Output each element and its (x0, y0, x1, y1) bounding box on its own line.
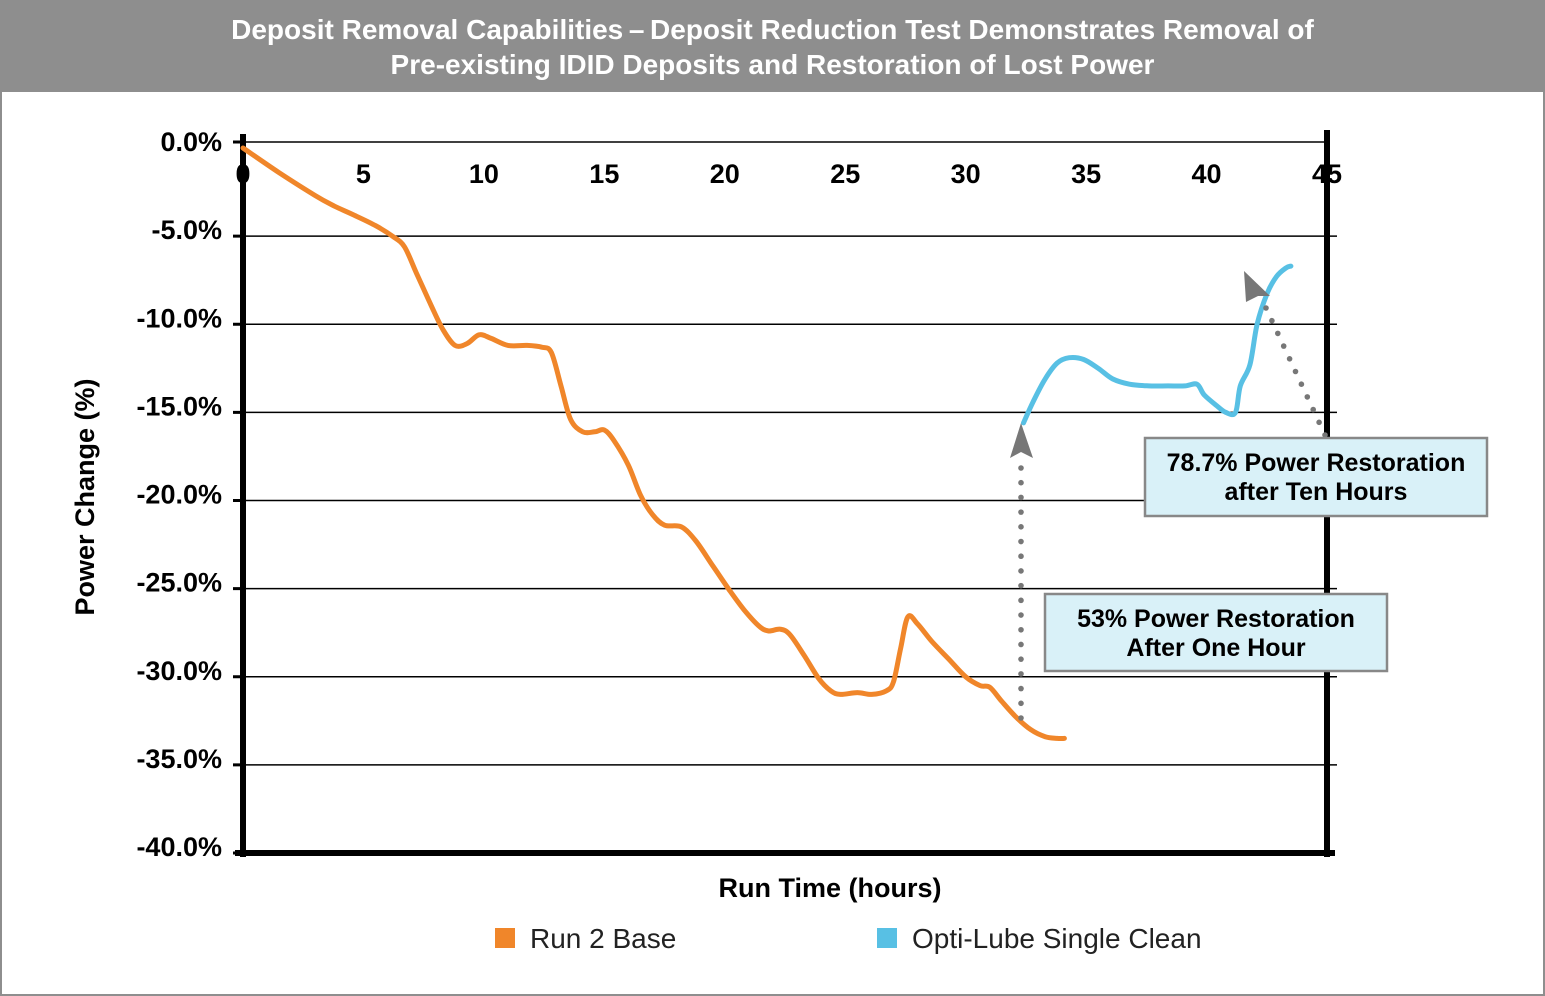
arrow-ten-hours-dots-dot-10 (1263, 305, 1269, 311)
y-tick-label-0: 0.0% (160, 127, 222, 157)
arrow-ten-hours-dots-dot-9 (1269, 317, 1275, 324)
x-tick-label-6: 30 (951, 159, 981, 189)
callout-one-hour-box (1043, 592, 1389, 673)
arrow-one-hour-dots-dot-11 (1018, 553, 1024, 560)
x-tick-label-5: 25 (830, 159, 860, 189)
arrow-one-hour-dots-dot-7 (1018, 612, 1024, 618)
series-line-opti-lube (1021, 263, 1294, 426)
arrow-one-hour-dots-dot-5 (1018, 641, 1024, 648)
arrow-one-hour-dots-dot-6 (1018, 626, 1024, 633)
callout-ten-hours-line-0: 78.7% Power Restoration (1167, 449, 1466, 477)
x-axis-title: Run Time (hours) (718, 873, 941, 903)
callout-ten-hours-box (1143, 436, 1489, 518)
y-tick-label-7: -35.0% (136, 744, 222, 774)
arrow-ten-hours-dots (1263, 305, 1328, 438)
arrow-one-hour-dots-dot-2 (1018, 685, 1024, 692)
arrow-ten-hours-head (1244, 271, 1270, 302)
callout-one-hour-line-0: 53% Power Restoration (1077, 605, 1355, 633)
x-tick-label-0: 0 (235, 159, 250, 189)
legend-swatch-opti-lube (877, 928, 897, 948)
callout-ten-hours-line-1: after Ten Hours (1225, 478, 1408, 506)
callout-one-hour-line-1: After One Hour (1126, 634, 1305, 662)
y-tick-label-5: -25.0% (136, 568, 222, 598)
arrow-one-hour-dots-dot-1 (1018, 700, 1024, 707)
arrow-ten-hours-dots-dot-3 (1304, 394, 1311, 400)
y-tick-label-1: -5.0% (151, 215, 222, 245)
x-tick-label-7: 35 (1071, 159, 1101, 189)
arrow-one-hour-head (1010, 423, 1033, 458)
series-lines (240, 145, 1294, 742)
arrow-ten-hours-dots-dot-0 (1322, 432, 1328, 438)
series-line-run-2-base (240, 145, 1067, 742)
legend-swatch-run-2-base (495, 928, 515, 948)
chart-title-line-1: Deposit Removal Capabilities – Deposit R… (231, 14, 1314, 45)
arrow-ten-hours-dots-dot-8 (1275, 330, 1281, 337)
arrow-one-hour-dots-dot-8 (1018, 597, 1024, 604)
arrow-one-hour-dots-dot-4 (1018, 656, 1024, 662)
arrow-one-hour-dots-dot-12 (1018, 538, 1024, 545)
y-tick-labels: 0.0% -5.0% -10.0% -15.0% -20.0% -25.0% -30.0% -… (136, 127, 222, 862)
y-tick-label-8: -40.0% (136, 832, 222, 862)
chart-title-line-2: Pre-existing IDID Deposits and Restorati… (390, 49, 1155, 80)
arrow-ten-hours-dots-dot-4 (1298, 381, 1305, 388)
arrow-ten-hours-dots-dot-1 (1316, 419, 1322, 426)
arrow-ten-hours-dots-dot-2 (1310, 406, 1316, 413)
arrow-ten-hours-dots-dot-5 (1292, 368, 1299, 375)
x-tick-label-3: 15 (589, 159, 619, 189)
arrow-ten-hours-dots-dot-7 (1280, 343, 1287, 349)
x-tick-label-4: 20 (710, 159, 740, 189)
arrow-one-hour-dots-dot-15 (1018, 494, 1024, 501)
legend: Run 2 Base Opti-Lube Single Clean (495, 923, 1202, 954)
annotation-arrows (1010, 271, 1328, 721)
arrow-one-hour-dots-dot-17 (1018, 465, 1024, 471)
arrow-one-hour-dots-dot-14 (1018, 509, 1024, 515)
arrow-ten-hours-dots-dot-6 (1286, 356, 1293, 362)
x-tick-label-1: 5 (356, 159, 371, 189)
x-tick-label-8: 40 (1192, 159, 1222, 189)
gridlines (243, 235, 1337, 766)
arrow-one-hour-dots-dot-3 (1018, 671, 1024, 677)
chart-title: Deposit Removal Capabilities – Deposit R… (2, 2, 1543, 92)
legend-label-run-2-base: Run 2 Base (530, 923, 676, 954)
arrow-one-hour-dots-dot-16 (1018, 479, 1024, 486)
y-tick-label-2: -10.0% (136, 303, 222, 333)
x-tick-labels: 0 5 10 15 20 25 30 35 40 45 (235, 159, 1342, 189)
y-tick-label-6: -30.0% (136, 656, 222, 686)
arrow-one-hour-dots-dot-13 (1018, 524, 1024, 530)
arrow-one-hour-dots (1018, 465, 1024, 721)
x-tick-label-2: 10 (469, 159, 499, 189)
arrow-one-hour-dots-dot-9 (1018, 582, 1024, 589)
arrow-one-hour-dots-dot-10 (1018, 568, 1024, 574)
y-tick-label-4: -20.0% (136, 480, 222, 510)
y-axis-title: Power Change (%) (70, 378, 100, 615)
x-tick-label-9: 45 (1312, 159, 1342, 189)
legend-label-opti-lube: Opti-Lube Single Clean (912, 923, 1202, 954)
y-tick-label-3: -15.0% (136, 391, 222, 421)
arrow-one-hour-dots-dot-0 (1018, 715, 1024, 721)
